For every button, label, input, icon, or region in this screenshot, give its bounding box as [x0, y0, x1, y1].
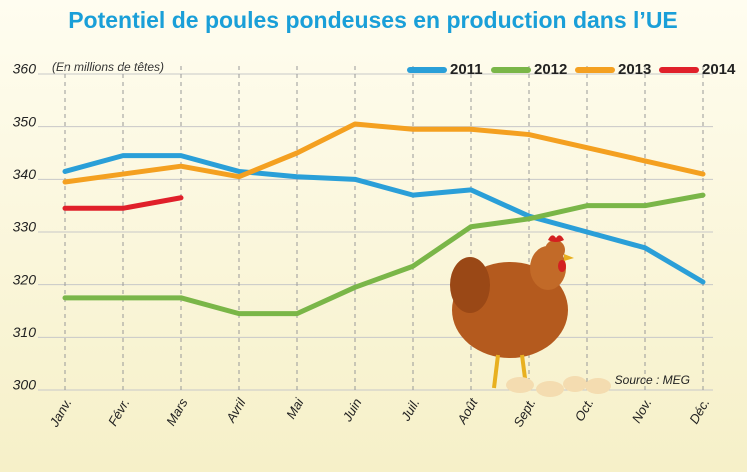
y-tick-label: 350: [13, 113, 37, 129]
y-tick-label: 320: [13, 271, 37, 287]
y-tick-label: 330: [13, 219, 37, 235]
chart-title: Potentiel de poules pondeuses en product…: [68, 7, 678, 33]
series-line: [62, 195, 184, 211]
hen-illustration: [450, 235, 611, 397]
y-tick-label: 340: [13, 166, 37, 182]
y-tick-label: 310: [13, 324, 37, 340]
subtitle: (En millions de têtes): [52, 60, 164, 74]
y-tick-label: 300: [13, 377, 37, 393]
legend-label: 2011: [450, 61, 483, 78]
series-line: [62, 153, 706, 285]
series-line: [62, 121, 706, 185]
legend-label: 2014: [702, 61, 736, 78]
source: Source : MEG: [615, 373, 690, 387]
legend-label: 2013: [618, 61, 651, 78]
y-tick-label: 360: [13, 61, 37, 77]
series-line: [62, 192, 706, 317]
legend-label: 2012: [534, 61, 567, 78]
